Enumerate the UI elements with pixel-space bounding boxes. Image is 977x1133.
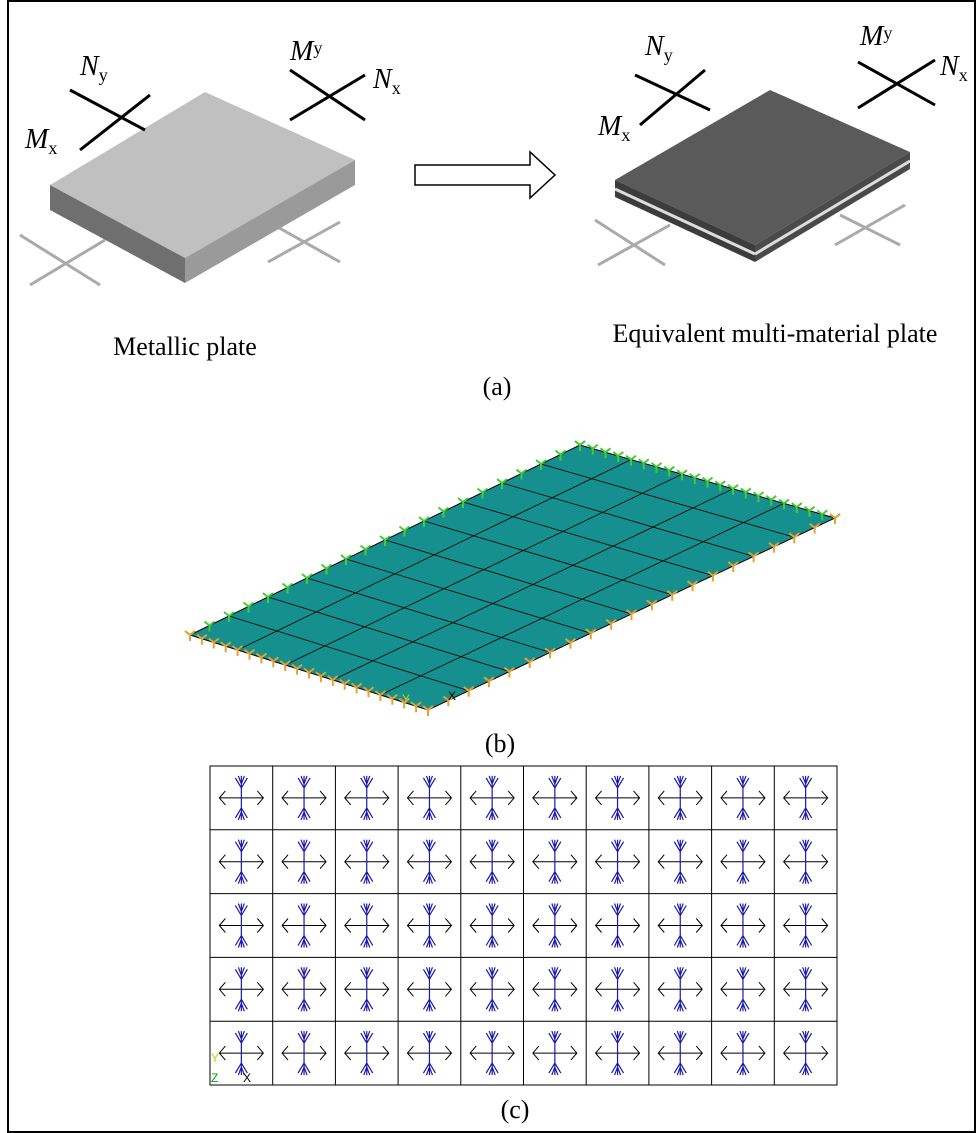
figure: Ny Mx My Nx Ny Mx My Nx Metallic plate E… <box>0 0 977 1133</box>
axis-label: Y <box>211 1051 219 1065</box>
axis-label: Y <box>402 692 410 706</box>
element-grid <box>210 766 837 1085</box>
panel-label: (a) <box>483 372 512 401</box>
caption: Equivalent multi-material plate <box>613 319 938 348</box>
axis-label: X <box>448 689 456 703</box>
caption: Metallic plate <box>113 332 257 361</box>
panel-label: (b) <box>485 729 515 758</box>
axis-label: X <box>243 1071 251 1085</box>
panel-label: (c) <box>501 1095 530 1124</box>
axis-label: Z <box>211 1071 218 1085</box>
